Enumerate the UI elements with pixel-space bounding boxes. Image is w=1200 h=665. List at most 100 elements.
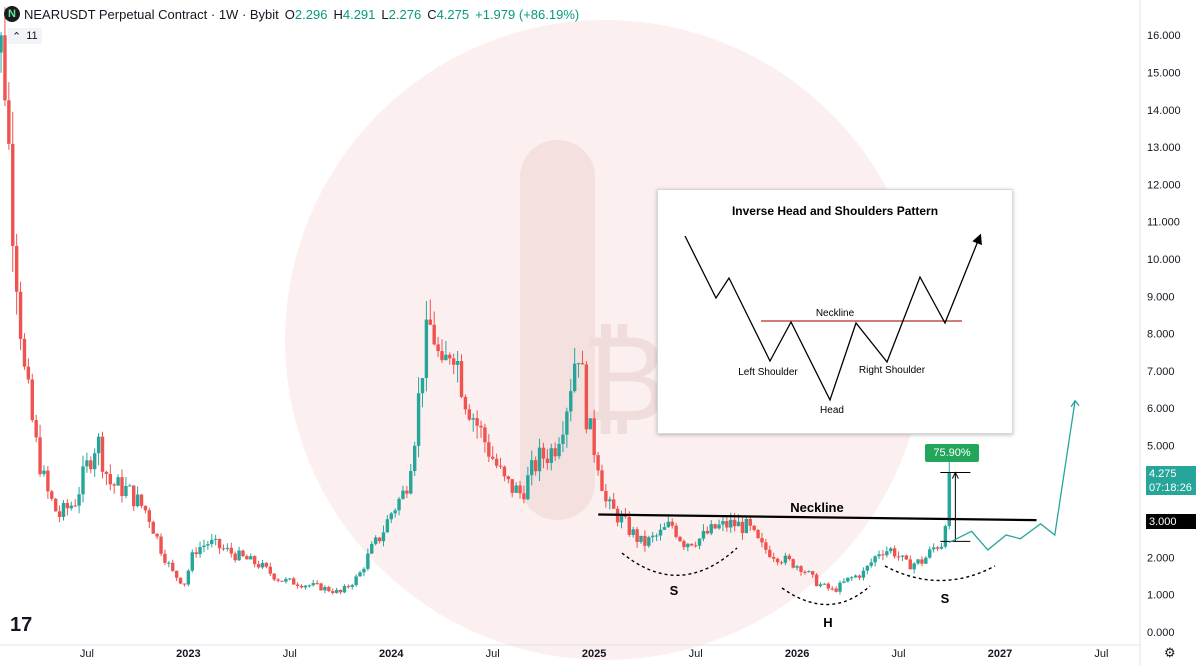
candle-body <box>132 485 136 507</box>
candle-body <box>85 460 89 467</box>
candle-body <box>725 521 729 528</box>
y-tick-label: 9.000 <box>1147 291 1175 303</box>
candle-body <box>752 525 756 530</box>
inset-left-shoulder-label: Left Shoulder <box>738 367 798 378</box>
candle-body <box>128 485 132 487</box>
candle-body <box>362 568 366 573</box>
candle-body <box>561 434 565 445</box>
candle-body <box>666 521 671 528</box>
candle-body <box>838 582 842 592</box>
candle-body <box>73 505 77 507</box>
candle-body <box>272 573 276 580</box>
candle-body <box>928 549 932 558</box>
x-tick-label: 2025 <box>582 648 606 660</box>
x-tick-label: Jul <box>892 648 906 660</box>
candle-body <box>409 470 413 494</box>
candle-body <box>686 543 690 548</box>
candle-body <box>900 555 905 557</box>
candle-body <box>810 571 815 575</box>
candle-body <box>654 535 659 537</box>
candle-body <box>580 363 585 365</box>
candle-body <box>771 557 776 559</box>
y-tick-label: 7.000 <box>1147 366 1175 378</box>
candle-body <box>77 494 81 506</box>
candle-body <box>717 524 721 529</box>
candle-body <box>178 577 183 584</box>
indicator-badge[interactable]: ⌃ 11 <box>8 28 42 44</box>
watermark-layer: ₿ <box>285 20 925 660</box>
candle-body <box>65 503 70 509</box>
y-tick-label: 11.000 <box>1147 217 1180 229</box>
candle-body <box>412 445 417 471</box>
symbol-line[interactable]: NEARUSDT Perpetual Contract · 1W · Bybit <box>24 6 279 22</box>
candle-body <box>104 471 109 474</box>
candle-body <box>639 535 643 542</box>
candle-body <box>338 589 343 593</box>
candle-body <box>814 574 819 587</box>
candle-body <box>565 411 569 435</box>
candle-body <box>768 549 772 558</box>
candle-body <box>873 556 877 563</box>
inset-diagram: Neckline Left Shoulder Head Right Should… <box>684 233 982 416</box>
candle-body <box>327 586 331 592</box>
y-tick-label: 8.000 <box>1147 329 1175 341</box>
last-price-tag: 4.275 <box>1146 466 1196 481</box>
y-tick-label: 12.000 <box>1147 179 1181 191</box>
candle-body <box>557 444 561 457</box>
near-logo-icon: N <box>4 6 20 22</box>
candle-body <box>744 518 749 534</box>
candle-body <box>475 418 479 426</box>
y-tick-label: 1.000 <box>1147 590 1175 602</box>
candle-body <box>846 577 850 582</box>
candle-body <box>451 358 456 365</box>
candle-body <box>487 442 491 457</box>
neckline-annotation: Neckline <box>790 500 843 515</box>
head-label: H <box>823 615 832 630</box>
candle-body <box>537 447 542 472</box>
candle-body <box>912 563 916 570</box>
candle-body <box>229 547 233 554</box>
candle-body <box>217 538 222 549</box>
x-tick-label: Jul <box>1094 648 1108 660</box>
candle-body <box>736 521 741 527</box>
candle-body <box>190 552 194 571</box>
candle-body <box>112 484 116 486</box>
candle-body <box>678 536 682 542</box>
candle-body <box>682 541 686 548</box>
tradingview-logo[interactable]: 17 <box>10 614 33 636</box>
gear-icon[interactable]: ⚙ <box>1164 645 1176 660</box>
candle-body <box>143 505 148 511</box>
candle-body <box>549 448 553 463</box>
candle-body <box>202 545 206 548</box>
candle-body <box>370 543 374 554</box>
candle-body <box>61 503 66 518</box>
x-axis: Jul 2023 Jul 2024 Jul 2025 Jul 2026 Jul 2027 Jul <box>80 648 1109 660</box>
candle-body <box>674 525 678 537</box>
candle-body <box>658 529 663 536</box>
candle-body <box>22 338 27 367</box>
candle-body <box>756 529 760 539</box>
candle-body <box>643 535 647 546</box>
candle-body <box>186 570 191 585</box>
candle-body <box>842 581 846 583</box>
candle-body <box>233 553 237 561</box>
candle-body <box>904 555 909 560</box>
candle-body <box>709 524 713 534</box>
candle-body <box>57 511 62 518</box>
candle-body <box>124 485 128 496</box>
candle-body <box>592 418 596 456</box>
candle-body <box>303 585 308 588</box>
candle-body <box>377 537 382 542</box>
y-tick-label: 6.000 <box>1147 403 1175 415</box>
high-value: 4.291 <box>342 6 376 22</box>
candle-body <box>167 562 171 564</box>
candle-body <box>693 545 698 547</box>
candle-body <box>545 458 550 463</box>
candle-body <box>471 418 475 420</box>
candle-body <box>120 477 124 496</box>
candle-body <box>260 562 265 568</box>
candle-body <box>533 460 538 472</box>
x-tick-label: 2024 <box>379 648 404 660</box>
candle-body <box>920 559 924 564</box>
